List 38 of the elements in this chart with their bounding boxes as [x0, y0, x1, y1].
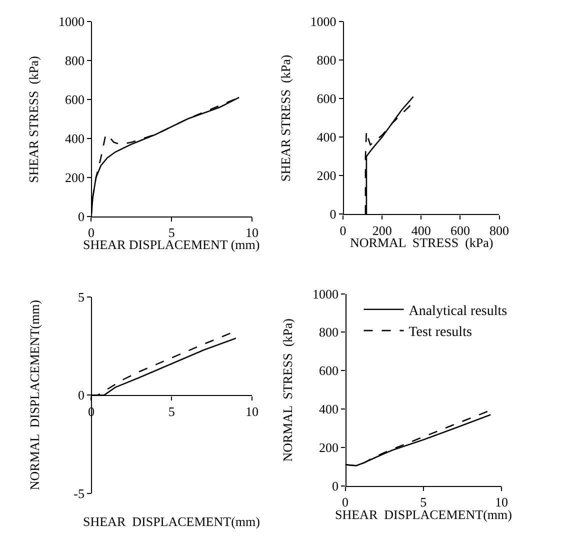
legend-label: Test results	[408, 325, 472, 340]
y-tick-label: 0	[332, 478, 339, 494]
x-tick-label: 5	[420, 494, 427, 510]
y-axis-title: NORMAL STRESS (kPa)	[280, 318, 296, 462]
x-axis-title: SHEAR DISPLACEMENT(mm)	[83, 514, 260, 529]
x-tick-label: 5	[168, 404, 175, 419]
y-tick-label: 800	[64, 53, 84, 68]
y-axis-title: NORMAL DISPLACEMENT(mm)	[26, 300, 42, 490]
y-tick-label: 1000	[310, 14, 336, 30]
y-tick-label: 600	[316, 91, 336, 106]
y-tick-label: 200	[316, 168, 336, 184]
y-tick-label: 600	[64, 92, 84, 107]
x-tick-label: 200	[372, 222, 392, 238]
y-tick-label: 400	[64, 130, 84, 146]
y-tick-label: -5	[74, 486, 84, 501]
x-axis-title: SHEAR DISPLACEMENT(mm)	[335, 507, 512, 522]
x-tick-label: 0	[342, 494, 349, 510]
y-tick-label: 0	[78, 208, 84, 224]
y-tick-label: 0	[330, 206, 336, 222]
y-tick-label: 800	[316, 52, 336, 68]
y-tick-label: 1000	[312, 286, 339, 302]
y-tick-label: 200	[319, 440, 339, 455]
y-tick-label: 800	[319, 324, 339, 340]
legend-label: Analytical results	[408, 304, 508, 319]
y-tick-label: 600	[319, 363, 339, 378]
y-tick-label: 0	[78, 388, 84, 403]
x-tick-label: 400	[411, 222, 431, 238]
y-tick-label: 5	[78, 290, 84, 305]
x-tick-label: 800	[490, 222, 509, 238]
x-tick-label: 10	[245, 404, 258, 419]
y-axis-title: SHEAR STRESS (kPa)	[278, 54, 293, 182]
x-tick-label: 600	[450, 222, 470, 238]
y-tick-label: 200	[64, 170, 84, 185]
y-tick-label: 400	[316, 130, 336, 145]
y-axis-title: SHEAR STRESS (kPa)	[26, 56, 42, 183]
x-tick-label: 10	[495, 494, 508, 510]
x-axis-title: NORMAL STRESS (kPa)	[350, 235, 494, 250]
y-tick-label: 1000	[58, 14, 84, 30]
